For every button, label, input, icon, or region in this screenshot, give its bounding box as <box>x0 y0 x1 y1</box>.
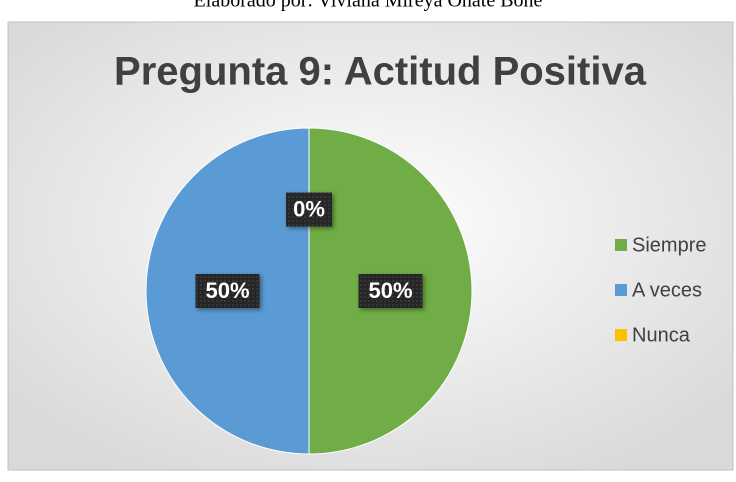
legend-label: Siempre <box>632 234 706 256</box>
data-label-box <box>195 274 260 308</box>
legend-swatch <box>615 239 627 251</box>
legend-label: Nunca <box>632 324 691 346</box>
data-labels: 50% 50% 0% <box>195 192 423 308</box>
legend-label: A veces <box>632 279 702 301</box>
data-label: 50% <box>368 278 412 303</box>
legend: Siempre A veces Nunca <box>615 234 706 346</box>
legend-swatch <box>615 284 627 296</box>
data-label: 0% <box>293 196 325 221</box>
data-label-box <box>358 274 423 308</box>
pie <box>145 127 473 455</box>
caption: Elaborado por: Viviana Mireya Oñate Boñe <box>194 0 543 12</box>
legend-swatch <box>615 329 627 341</box>
chart-title: Pregunta 9: Actitud Positiva <box>114 50 647 94</box>
data-label: 50% <box>205 278 249 303</box>
data-label-box <box>286 192 332 227</box>
